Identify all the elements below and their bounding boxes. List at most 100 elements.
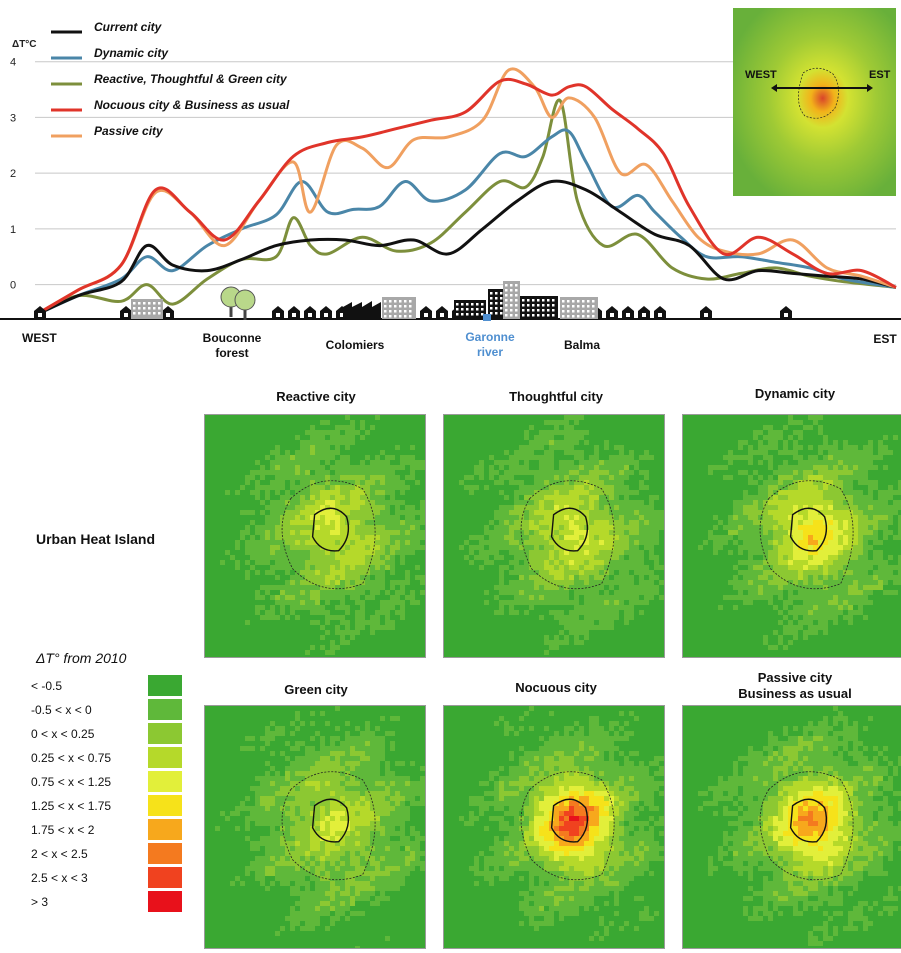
building-window bbox=[153, 302, 156, 305]
inset-heat-surface bbox=[733, 8, 896, 196]
x-place-label: EST bbox=[873, 332, 897, 346]
house-window bbox=[324, 313, 328, 317]
building-window bbox=[143, 302, 146, 305]
building-window bbox=[500, 302, 503, 305]
y-tick-label: 3 bbox=[10, 112, 16, 124]
building-window bbox=[537, 304, 540, 307]
scale-swatch bbox=[148, 675, 182, 696]
house-icon bbox=[272, 306, 284, 319]
building-window bbox=[577, 300, 580, 303]
scale-row: 2 < x < 2.5 bbox=[31, 843, 186, 867]
building-window bbox=[399, 315, 402, 318]
building-window bbox=[500, 297, 503, 300]
panel-title-dynamic: Dynamic city bbox=[675, 386, 901, 401]
panel-title-passive: Passive city Business as usual bbox=[675, 670, 901, 702]
scale-row: < -0.5 bbox=[31, 675, 186, 699]
building-window bbox=[592, 305, 595, 308]
building-window bbox=[158, 312, 161, 315]
scale-swatch bbox=[148, 747, 182, 768]
building-window bbox=[153, 312, 156, 315]
map-panel-thoughtful bbox=[443, 414, 665, 658]
building-window bbox=[522, 314, 525, 317]
scale-row: 1.75 < x < 2 bbox=[31, 819, 186, 843]
building-window bbox=[461, 313, 464, 316]
building-window bbox=[522, 299, 525, 302]
building-window bbox=[384, 305, 387, 308]
building-window bbox=[527, 309, 530, 312]
building-window bbox=[461, 308, 464, 311]
building-window bbox=[466, 308, 469, 311]
house-icon bbox=[120, 306, 132, 319]
building-window bbox=[456, 308, 459, 311]
building-window bbox=[527, 314, 530, 317]
building-window bbox=[476, 308, 479, 311]
building-window bbox=[490, 302, 493, 305]
legend-label-nocuous-city-business-as-usual: Nocuous city & Business as usual bbox=[94, 98, 290, 112]
x-place-label: WEST bbox=[22, 331, 57, 345]
factory-icon bbox=[343, 301, 381, 319]
building-window bbox=[495, 297, 498, 300]
building-window bbox=[389, 310, 392, 313]
scale-class-label: > 3 bbox=[31, 895, 48, 909]
heat-map-grid bbox=[444, 706, 664, 948]
scale-swatch bbox=[148, 843, 182, 864]
building-window bbox=[592, 315, 595, 318]
building-window bbox=[542, 309, 545, 312]
building-window bbox=[495, 292, 498, 295]
building-window bbox=[495, 302, 498, 305]
scale-swatch bbox=[148, 819, 182, 840]
building-window bbox=[532, 299, 535, 302]
building-window bbox=[133, 302, 136, 305]
building-window bbox=[572, 310, 575, 313]
building-window bbox=[542, 304, 545, 307]
building-window bbox=[510, 294, 513, 297]
legend-label-passive-city: Passive city bbox=[94, 124, 164, 138]
building-window bbox=[133, 312, 136, 315]
building-window bbox=[542, 314, 545, 317]
building-window bbox=[515, 299, 518, 302]
building-window bbox=[389, 300, 392, 303]
building-window bbox=[515, 294, 518, 297]
map-panel-nocuous bbox=[443, 705, 665, 949]
building-window bbox=[522, 309, 525, 312]
building-window bbox=[510, 284, 513, 287]
scale-row: 0.25 < x < 0.75 bbox=[31, 747, 186, 771]
building-window bbox=[399, 305, 402, 308]
building-window bbox=[490, 297, 493, 300]
house-icon bbox=[638, 306, 650, 319]
inset-west-label: WEST bbox=[745, 69, 777, 81]
house-window bbox=[704, 313, 708, 317]
building-window bbox=[471, 313, 474, 316]
building-window bbox=[510, 309, 513, 312]
inset-map: WEST EST bbox=[733, 8, 896, 196]
building-window bbox=[515, 314, 518, 317]
building-window bbox=[394, 300, 397, 303]
building-window bbox=[527, 299, 530, 302]
building-window bbox=[490, 292, 493, 295]
scale-row: 0 < x < 0.25 bbox=[31, 723, 186, 747]
scale-swatch bbox=[148, 867, 182, 888]
house-icon bbox=[288, 306, 300, 319]
building-window bbox=[587, 305, 590, 308]
house-icon bbox=[420, 306, 432, 319]
building-window bbox=[384, 300, 387, 303]
house-icon bbox=[34, 306, 46, 319]
building-window bbox=[537, 309, 540, 312]
building-window bbox=[510, 304, 513, 307]
legend-label-reactive-thoughtful-green-city: Reactive, Thoughtful & Green city bbox=[94, 72, 288, 86]
building-window bbox=[552, 304, 555, 307]
building-window bbox=[510, 299, 513, 302]
scale-class-label: 0.75 < x < 1.25 bbox=[31, 775, 111, 789]
building-window bbox=[495, 307, 498, 310]
scale-swatch bbox=[148, 699, 182, 720]
house-icon bbox=[304, 306, 316, 319]
building-window bbox=[587, 300, 590, 303]
building-window bbox=[133, 307, 136, 310]
scale-swatch bbox=[148, 723, 182, 744]
scale-swatch bbox=[148, 891, 182, 912]
building-window bbox=[466, 303, 469, 306]
building-window bbox=[148, 302, 151, 305]
building-window bbox=[515, 304, 518, 307]
building-window bbox=[547, 309, 550, 312]
